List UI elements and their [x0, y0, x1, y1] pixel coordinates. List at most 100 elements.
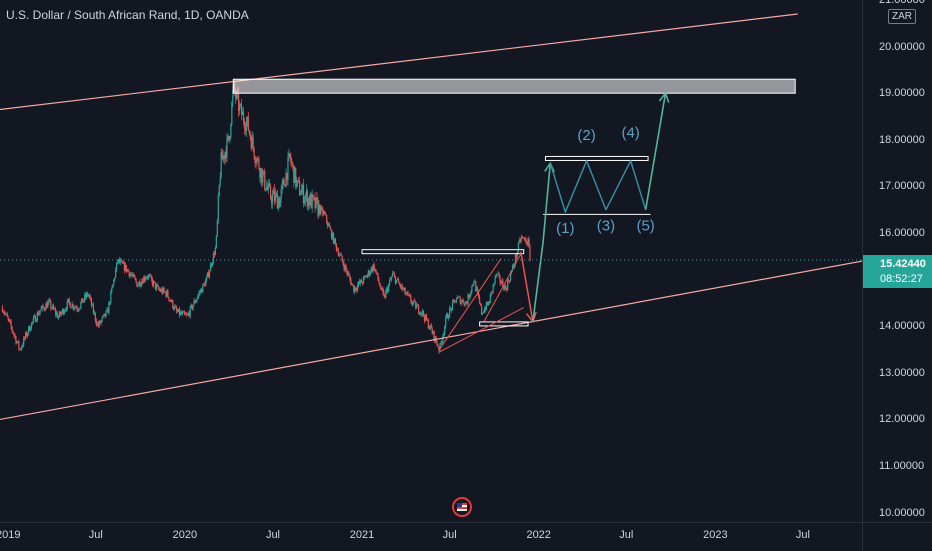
price-tick-label: 19.00000 — [879, 87, 925, 100]
candle-body — [128, 271, 130, 277]
candle-body — [400, 284, 402, 288]
candle-body — [483, 308, 486, 313]
candle-body — [416, 305, 418, 309]
candle-body — [172, 300, 174, 308]
candle-body — [204, 283, 206, 287]
candle-body — [275, 193, 277, 195]
candle-body — [462, 299, 464, 304]
candle-body — [449, 308, 451, 318]
candle-body — [150, 275, 153, 280]
candle-body — [430, 324, 432, 329]
candle-body — [104, 313, 106, 317]
candle-body — [69, 302, 71, 308]
candle-body — [205, 280, 207, 287]
candle-body — [61, 309, 64, 313]
candle-body — [337, 250, 339, 256]
candle-body — [348, 273, 350, 276]
candle-body — [268, 183, 271, 186]
candle-body — [130, 274, 132, 276]
candle-body — [332, 232, 335, 244]
candle-body — [359, 279, 362, 284]
candle-body — [102, 315, 104, 318]
candle-body — [440, 342, 442, 344]
candle-body — [101, 317, 103, 321]
candle-body — [38, 312, 40, 316]
candle-body — [433, 330, 435, 341]
price-tick-label: 20.00000 — [879, 40, 925, 53]
candle-body — [470, 291, 472, 295]
time-tick-label: Jul — [795, 529, 810, 541]
time-tick-label: 2021 — [349, 529, 375, 541]
candle-body — [231, 102, 233, 125]
candle-body — [352, 284, 354, 286]
candle-body — [365, 276, 367, 278]
candle-body — [76, 307, 78, 310]
currency-badge[interactable]: ZAR — [888, 9, 916, 24]
candle-body — [157, 285, 159, 289]
candle-body — [3, 312, 5, 314]
candle-body — [191, 304, 193, 310]
candle-body — [503, 287, 505, 291]
candle-body — [160, 289, 162, 292]
chart-pane[interactable]: (1) (2) (3) (4) (5) U.S. Dollar / South Afri… — [0, 0, 862, 522]
chart-canvas[interactable]: (1) (2) (3) (4) (5) — [0, 0, 862, 522]
candle-body — [144, 277, 146, 281]
candle-body — [103, 313, 105, 316]
projection-top-line — [544, 155, 649, 161]
box-bottom-line — [479, 321, 529, 327]
candle-body — [78, 309, 80, 311]
symbol-title[interactable]: U.S. Dollar / South African Rand, 1D, OA… — [6, 8, 249, 22]
candle-body — [36, 312, 38, 321]
candle-body — [270, 198, 273, 204]
time-axis[interactable]: 2019 Jul 2020 Jul 2021 Jul 2022 Jul 2023 Jul — [0, 522, 862, 551]
candle-body — [174, 306, 176, 310]
candle-body — [417, 305, 419, 306]
candle-body — [137, 285, 139, 287]
candle-body — [424, 314, 427, 321]
candle-body — [177, 311, 179, 313]
candle-body — [335, 243, 337, 250]
candle-body — [255, 162, 257, 164]
candle-body — [384, 295, 386, 298]
candle-body — [290, 156, 292, 163]
candle-body — [312, 194, 314, 198]
candle-body — [18, 341, 20, 349]
candle-body — [524, 238, 526, 240]
candle-body — [24, 337, 26, 339]
candle-body — [17, 341, 19, 343]
candle-body — [136, 281, 138, 287]
candle-body — [409, 295, 411, 297]
candle-body — [317, 200, 319, 216]
candle-body — [256, 158, 258, 163]
candle-body — [56, 313, 59, 319]
candle-body — [316, 197, 318, 201]
candle-body — [108, 302, 110, 314]
candle-body — [272, 190, 275, 195]
candle-body — [26, 333, 29, 337]
candle-body — [349, 275, 351, 280]
candle-body — [438, 347, 440, 351]
candle-body — [146, 276, 148, 279]
candle-body — [185, 314, 187, 316]
candle-body — [63, 311, 65, 314]
candle-body — [192, 305, 194, 310]
candle-body — [22, 345, 24, 347]
us-flag-icon[interactable] — [452, 497, 472, 517]
candle-body — [51, 308, 53, 310]
candle-body — [385, 291, 387, 298]
candle-body — [283, 179, 285, 185]
candle-body — [322, 208, 324, 215]
axis-corner — [862, 522, 932, 551]
price-tick-label: 13.00000 — [879, 366, 925, 379]
candle-body — [1, 307, 4, 312]
candle-body — [294, 167, 296, 183]
candle-body — [379, 283, 381, 287]
wedge-inner-line — [483, 253, 522, 322]
candle-body — [315, 197, 317, 209]
candle-body — [452, 299, 455, 302]
candle-body — [217, 195, 219, 221]
candle-body — [418, 305, 420, 313]
candle-body — [107, 309, 109, 314]
candle-body — [199, 292, 201, 294]
candle-body — [223, 155, 225, 160]
